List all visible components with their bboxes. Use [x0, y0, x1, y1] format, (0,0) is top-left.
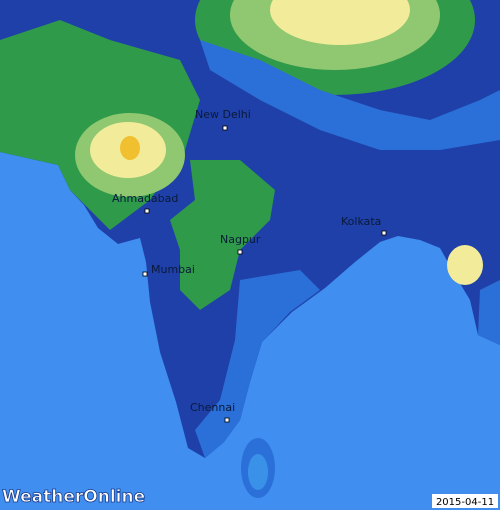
city-label: Mumbai: [151, 263, 195, 276]
city-label: Ahmadabad: [112, 192, 178, 205]
city-markers: [142, 125, 387, 423]
city-label: Chennai: [190, 401, 235, 414]
land: [0, 0, 500, 498]
city-label: Nagpur: [220, 233, 261, 246]
date: 2015-04-11: [436, 497, 494, 508]
logo: WeatherOnline: [2, 487, 145, 507]
city-label: New Delhi: [195, 108, 251, 121]
city-label: Kolkata: [341, 215, 381, 228]
date-box: [432, 494, 498, 508]
